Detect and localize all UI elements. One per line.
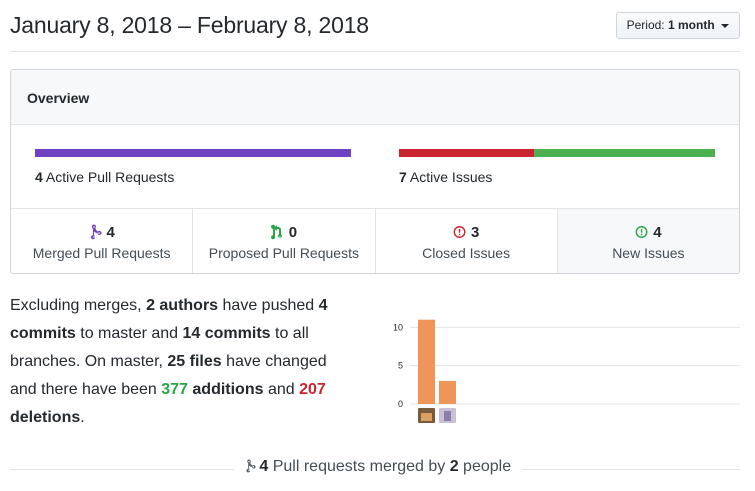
closed-issues-value: 3 [470, 223, 480, 241]
stat-proposed-pull-requests[interactable]: 0 Proposed Pull Requests [193, 209, 376, 273]
new-issues-value: 4 [653, 223, 662, 241]
commits-all-count: 14 commits [182, 325, 271, 342]
footer-text-1: Pull requests merged by [268, 458, 450, 475]
additions-word: additions [192, 381, 264, 398]
overview-title: Overview [11, 70, 739, 125]
date-range-title: January 8, 2018 – February 8, 2018 [10, 12, 369, 38]
y-tick-label: 0 [398, 399, 403, 409]
closed-issues-segment [399, 149, 535, 157]
y-tick-label: 5 [398, 361, 403, 371]
page-header: January 8, 2018 – February 8, 2018 Perio… [10, 0, 740, 52]
pull-requests-bar[interactable] [35, 149, 351, 157]
active-issues-label: Active Issues [409, 169, 493, 185]
deletions-count: 207 [299, 381, 326, 398]
merged-pull-requests-value: 4 [106, 223, 115, 241]
issues-bar[interactable] [399, 149, 715, 157]
summary-text-5: have changed and there have been [10, 353, 327, 398]
overview-panel: Overview 4 Active Pull Requests 7 Active… [10, 69, 740, 274]
bar [418, 319, 435, 404]
stat-closed-issues[interactable]: 3 Closed Issues [376, 209, 558, 273]
closed-issues-label: Closed Issues [422, 245, 511, 261]
period-label: Period: [626, 18, 665, 32]
proposed-pull-requests-value: 0 [288, 223, 298, 241]
issue-closed-icon [453, 226, 466, 238]
commits-by-author-chart: 10 5 0 [393, 319, 740, 423]
footer-people-count: 2 [449, 458, 459, 475]
overview-stats: 4 Merged Pull Requests 0 Proposed Pull R… [11, 209, 739, 273]
summary-text-3: to master and [75, 325, 183, 342]
git-pull-request-icon [270, 224, 282, 240]
summary-text-7: . [80, 409, 85, 426]
summary-text-2: have pushed [218, 297, 319, 314]
additions-count: 377 [161, 381, 188, 398]
issue-opened-icon [635, 226, 648, 238]
stat-merged-pull-requests[interactable]: 4 Merged Pull Requests [11, 209, 194, 273]
footer-text-2: people [458, 458, 512, 475]
merged-pull-requests-footer[interactable]: 4 Pull requests merged by 2 people [233, 458, 522, 476]
git-merge-icon [91, 224, 102, 240]
merged-pull-requests-label: Merged Pull Requests [32, 245, 171, 261]
avatar-detail [421, 413, 432, 421]
new-issues-label: New Issues [612, 245, 685, 261]
footer-pr-count: 4 [259, 458, 269, 475]
period-dropdown-button[interactable]: Period: 1 month [615, 12, 740, 39]
active-pull-requests-count: 4 [35, 169, 43, 185]
commit-summary: Excluding merges, 2 authors have pushed … [10, 292, 355, 432]
commits-master-count: 4 commits [10, 297, 328, 342]
files-changed-count: 25 files [167, 353, 222, 370]
y-tick-label: 10 [393, 322, 403, 332]
active-pull-requests-summary[interactable]: 4 Active Pull Requests [35, 169, 174, 185]
open-issues-segment [534, 149, 715, 157]
summary-text-4: to all branches. On master, [10, 325, 309, 370]
deletions-word: deletions [10, 409, 81, 426]
active-issues-summary[interactable]: 7 Active Issues [399, 169, 492, 185]
proposed-pull-requests-label: Proposed Pull Requests [208, 245, 359, 261]
stat-new-issues[interactable]: 4 New Issues [557, 209, 739, 273]
caret-down-icon [721, 23, 729, 28]
active-issues-count: 7 [399, 169, 407, 185]
authors-count[interactable]: 2 authors [146, 297, 219, 314]
summary-text-6: and [263, 381, 300, 398]
bar [439, 381, 456, 404]
period-value: 1 month [667, 18, 715, 32]
avatar-detail [444, 411, 451, 421]
git-merge-icon [245, 459, 256, 473]
active-pull-requests-label: Active Pull Requests [45, 169, 175, 185]
overview-bars: 4 Active Pull Requests 7 Active Issues [11, 125, 739, 209]
summary-text-1: Excluding merges, [10, 297, 147, 314]
